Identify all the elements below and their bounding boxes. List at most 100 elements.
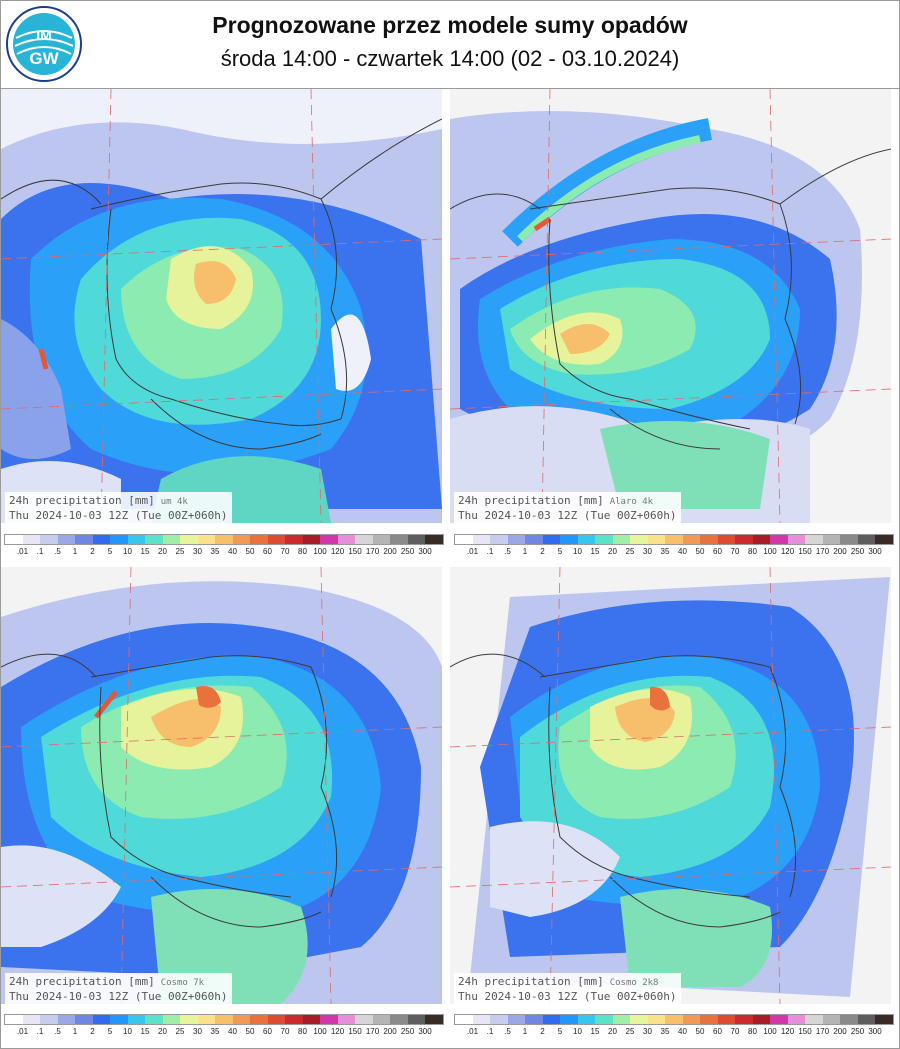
color-scale-label: 200 [383,1027,397,1036]
color-scale: .01.1.5 1 2 5 10 15 20 25 30 35 40 50 60 70 80 100 120 15… [4,534,444,560]
color-swatch [822,535,840,544]
color-swatch [285,1015,303,1024]
color-swatch [595,1015,613,1024]
model-name: Alaro 4k [609,497,654,507]
color-swatch [285,535,303,544]
color-swatch [735,535,753,544]
color-scale-label: 50 [245,547,255,556]
color-swatch [665,535,683,544]
color-scale-label: 15 [590,1027,600,1036]
color-scale-label: 40 [228,547,237,556]
color-scale-label: 250 [400,547,415,556]
caption-line-1: 24h precipitation [mm] [9,975,155,988]
color-swatch [612,535,630,544]
color-scale-label: 60 [263,547,272,556]
color-scale-label: 100 [763,1027,777,1036]
color-swatch [197,1015,215,1024]
color-scale-label: 35 [210,547,220,556]
color-swatch [162,1015,180,1024]
color-swatch [472,1015,490,1024]
color-swatch [577,1015,595,1024]
color-swatch [267,535,285,544]
color-swatches [454,1014,894,1025]
color-scale-label: 25 [625,1027,635,1036]
color-scale-label: 5 [557,1027,563,1036]
color-swatch [805,1015,823,1024]
color-swatch [302,535,320,544]
color-swatch [302,1015,320,1024]
color-scale-label: .01 [16,547,29,556]
color-scale-label: 1 [72,1027,78,1036]
color-scale-label: 15 [140,547,150,556]
color-scale-label: 120 [780,1027,795,1036]
color-swatch [197,535,215,544]
model-name: um 4k [160,497,188,507]
color-scale-label: 15 [590,547,600,556]
color-swatch [542,535,560,544]
color-scale-label: 80 [298,547,307,556]
color-scale-label: 5 [107,1027,113,1036]
color-swatch [232,1015,250,1024]
color-swatch [490,535,508,544]
color-scale-label: 20 [608,547,617,556]
color-scale-label: .5 [54,1027,61,1036]
color-scale: .01.1.5 1 2 5 10 15 20 25 30 35 40 50 60 70 80 100 120 15… [454,1014,894,1040]
color-swatch [407,535,425,544]
color-swatch [647,535,665,544]
color-swatch [372,1015,390,1024]
color-scale-label: 100 [313,1027,327,1036]
color-scale-label: 300 [418,1027,432,1036]
color-scale-label: .1 [486,1027,494,1036]
color-scale-label: 300 [868,1027,882,1036]
color-scale-label: 2 [90,1027,95,1036]
color-swatch [700,1015,718,1024]
precipitation-map [450,567,891,1004]
color-scale-label: 150 [348,1027,362,1036]
panel-caption: 24h precipitation [mm] um 4k Thu 2024-10-… [5,492,232,523]
color-scale-label: 20 [608,1027,617,1036]
color-scale-label: 10 [123,1027,132,1036]
color-swatch [22,535,40,544]
color-scale-label: 80 [748,1027,757,1036]
color-swatch [267,1015,285,1024]
color-swatch [752,535,770,544]
color-swatches [454,534,894,545]
color-swatches [4,1014,444,1025]
color-swatch [840,535,858,544]
color-scale-label: 250 [850,547,865,556]
panel-caption: 24h precipitation [mm] Cosmo 2k8 Thu 2024… [454,973,681,1004]
color-scale-label: 10 [573,547,582,556]
color-swatch [110,1015,128,1024]
color-swatch [320,535,338,544]
color-scale-label: 70 [280,547,290,556]
color-scale-label: 170 [815,547,830,556]
color-swatch [180,535,198,544]
color-scale-label: 120 [330,547,345,556]
color-swatch [875,535,893,544]
color-swatch [630,1015,648,1024]
color-swatch [857,535,875,544]
color-swatch [455,535,473,544]
color-scale-label: 10 [573,1027,582,1036]
color-scale-label: 10 [123,547,132,556]
color-swatch [490,1015,508,1024]
map-panel-cosmo-7k: 24h precipitation [mm] Cosmo 7k Thu 2024-… [1,567,442,1004]
color-swatch [425,1015,443,1024]
color-swatch [770,535,788,544]
color-swatch [390,1015,408,1024]
color-swatch [40,535,58,544]
color-scale-label: 100 [313,547,327,556]
color-scale-label: 300 [868,547,882,556]
color-swatch [355,535,373,544]
color-swatch [735,1015,753,1024]
color-scale-label: 200 [833,547,847,556]
color-swatch [40,1015,58,1024]
color-swatch [857,1015,875,1024]
color-swatch [180,1015,198,1024]
color-swatch [595,535,613,544]
color-swatch [127,535,145,544]
color-swatch [215,535,233,544]
color-scale-label: 100 [763,547,777,556]
color-scale-label: 50 [245,1027,255,1036]
precipitation-map [1,567,442,1004]
